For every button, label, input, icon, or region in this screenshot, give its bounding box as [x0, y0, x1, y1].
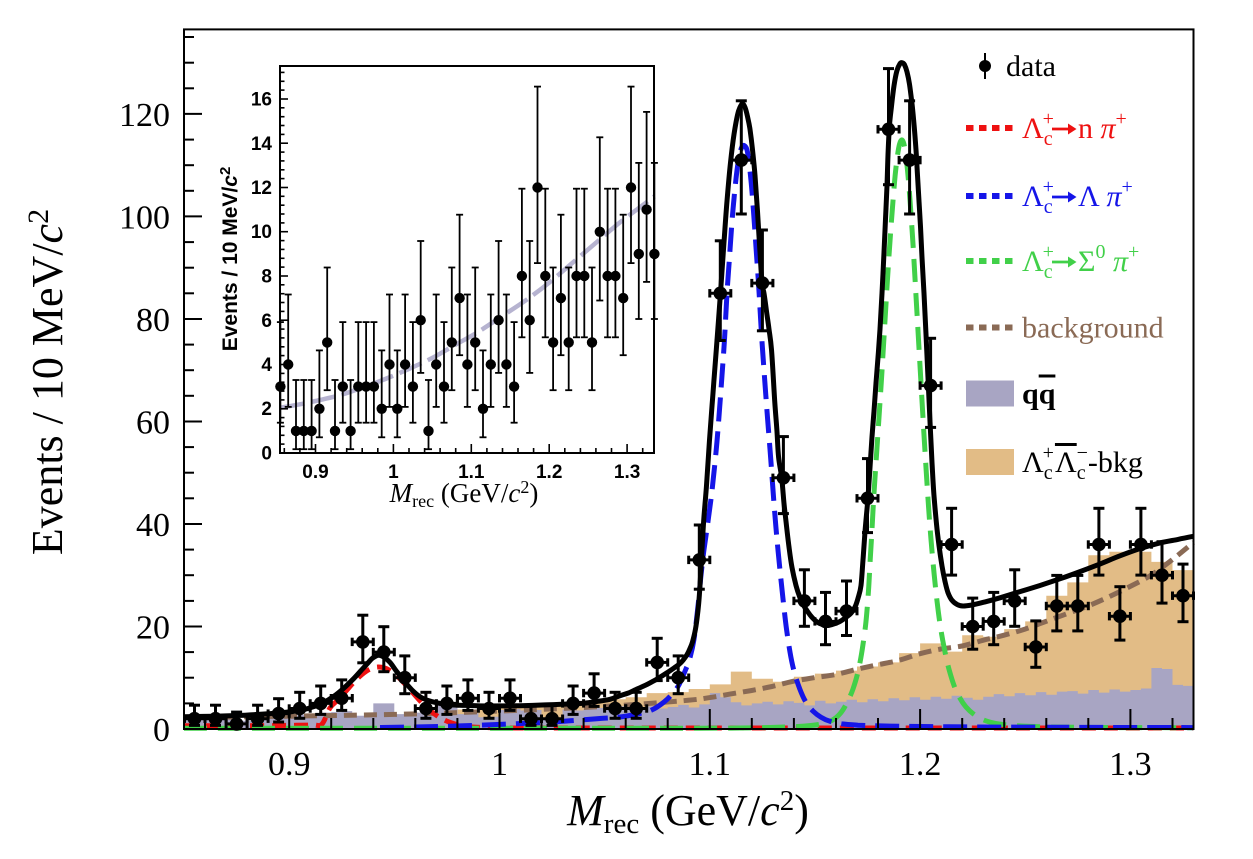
svg-text:12: 12 [251, 178, 272, 199]
svg-text:Mrec (GeV/c2): Mrec (GeV/c2) [566, 785, 809, 840]
svg-text:0.9: 0.9 [268, 746, 311, 783]
svg-text:data: data [1006, 50, 1056, 83]
svg-text:1.3: 1.3 [1109, 746, 1152, 783]
svg-text:2: 2 [261, 399, 272, 420]
svg-text:40: 40 [136, 507, 170, 544]
svg-text:Λc+: Λc+ [1022, 241, 1054, 283]
svg-text:Σ0 π+: Σ0 π+ [1078, 241, 1139, 278]
svg-text:1.2: 1.2 [899, 746, 942, 783]
svg-text:1.1: 1.1 [689, 746, 732, 783]
svg-text:background: background [1022, 312, 1164, 345]
svg-text:Λ π+: Λ π+ [1078, 176, 1133, 213]
svg-text:1.1: 1.1 [458, 462, 485, 483]
svg-text:14: 14 [251, 134, 273, 155]
svg-text:qq: qq [1022, 378, 1056, 411]
svg-text:80: 80 [136, 302, 170, 339]
svg-text:Λc+: Λc+ [1022, 108, 1054, 150]
svg-text:Events / 10 MeV/c2: Events / 10 MeV/c2 [22, 209, 72, 555]
svg-text:60: 60 [136, 405, 170, 442]
svg-text:0: 0 [153, 712, 170, 749]
svg-text:120: 120 [119, 97, 170, 134]
svg-text:1.2: 1.2 [536, 462, 562, 483]
svg-text:Events / 10 MeV/c2: Events / 10 MeV/c2 [217, 167, 242, 352]
svg-text:Λc+: Λc+ [1022, 176, 1054, 218]
svg-text:20: 20 [136, 610, 170, 647]
svg-text:10: 10 [251, 222, 272, 243]
svg-text:100: 100 [119, 199, 170, 236]
svg-text:4: 4 [261, 355, 272, 376]
svg-text:8: 8 [261, 267, 272, 288]
svg-text:Mrec (GeV/c2): Mrec (GeV/c2) [389, 477, 539, 511]
svg-text:1: 1 [388, 462, 399, 483]
svg-text:Λc+Λc−-bkg: Λc+Λc−-bkg [1022, 442, 1143, 484]
svg-text:16: 16 [251, 90, 272, 111]
svg-text:1.3: 1.3 [614, 462, 640, 483]
svg-text:6: 6 [261, 311, 272, 332]
svg-text:1: 1 [491, 746, 508, 783]
svg-text:0.9: 0.9 [302, 462, 328, 483]
svg-text:0: 0 [261, 444, 272, 465]
